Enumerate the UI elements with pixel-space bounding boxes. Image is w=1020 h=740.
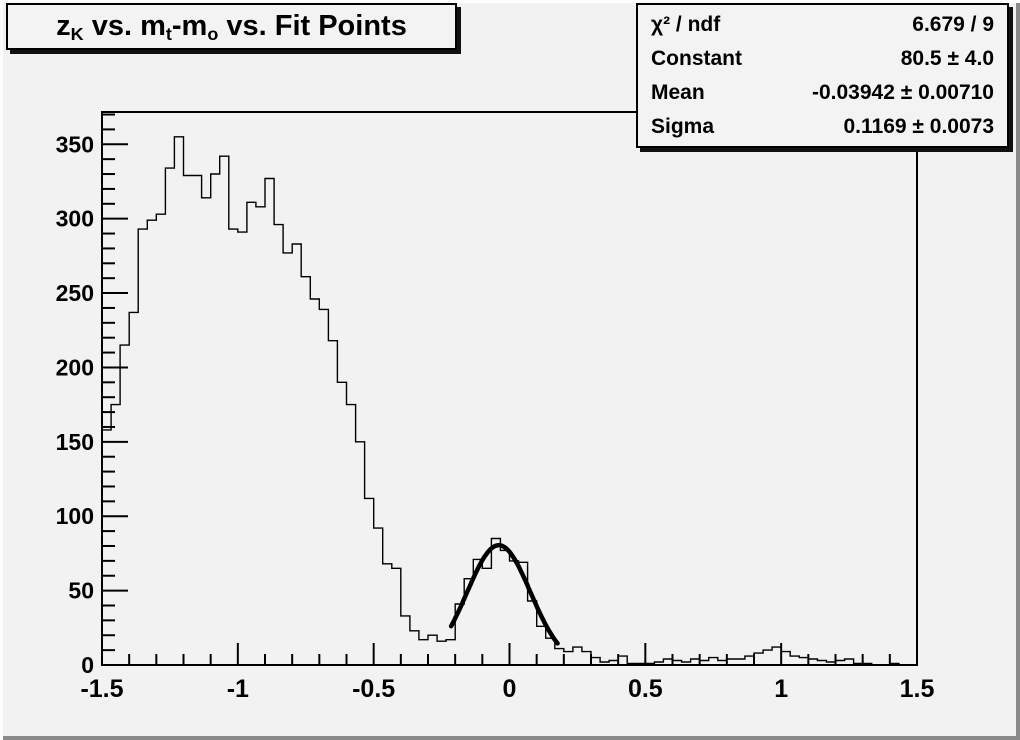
stat-label-sigma: Sigma	[651, 114, 715, 138]
title-subscript: t	[165, 24, 172, 45]
title-segment: z	[56, 10, 71, 42]
y-axis-tick-label: 350	[56, 131, 94, 157]
y-axis-tick-label: 250	[56, 280, 94, 306]
x-axis-tick-label: 0.5	[628, 675, 663, 703]
x-axis-tick-label: 1	[774, 675, 788, 703]
title-box: zK vs. mt-mo vs. Fit Points	[6, 3, 457, 50]
x-axis-tick-label: 0	[503, 675, 517, 703]
y-axis-tick-label: 200	[56, 354, 94, 380]
y-axis-tick-label: 300	[56, 206, 94, 232]
title-segment: -m	[171, 10, 208, 42]
plot-frame	[101, 111, 918, 666]
y-axis-tick-label: 150	[56, 429, 94, 455]
y-axis-tick-label: 100	[56, 503, 94, 529]
x-axis-tick-label: -0.5	[352, 675, 395, 703]
stat-value-chi2: 6.679 / 9	[912, 13, 994, 37]
histogram-outline	[101, 136, 917, 666]
y-axis-tick-label: 0	[81, 652, 94, 678]
stat-value-sigma: 0.1169 ± 0.0073	[843, 114, 995, 138]
stats-row-sigma: Sigma 0.1169 ± 0.0073	[638, 114, 1007, 139]
stat-value-constant: 80.5 ± 4.0	[900, 47, 994, 71]
stat-label-constant: Constant	[651, 47, 742, 71]
stats-row-chi2: χ² / ndf 6.679 / 9	[638, 12, 1007, 37]
stat-value-mean: -0.03942 ± 0.00710	[811, 80, 994, 104]
stats-row-constant: Constant 80.5 ± 4.0	[638, 46, 1007, 71]
title-subscript: o	[207, 24, 219, 45]
x-axis-tick-label: -1.5	[80, 675, 123, 703]
stats-box: χ² / ndf 6.679 / 9 Constant 80.5 ± 4.0 M…	[636, 3, 1009, 148]
plot-title: zK vs. mt-mo vs. Fit Points	[56, 10, 407, 45]
stats-row-mean: Mean -0.03942 ± 0.00710	[638, 80, 1007, 105]
x-axis-tick-label: -1	[227, 675, 249, 703]
title-subscript: K	[70, 24, 84, 45]
stat-label-chi2: χ² / ndf	[651, 13, 721, 37]
stat-label-mean: Mean	[651, 80, 705, 104]
y-axis-tick-label: 50	[68, 578, 94, 604]
title-segment: vs. Fit Points	[218, 10, 407, 42]
gaussian-fit-curve	[448, 542, 560, 646]
title-segment: vs. m	[83, 10, 166, 42]
x-axis-tick-label: 1.5	[900, 675, 935, 703]
